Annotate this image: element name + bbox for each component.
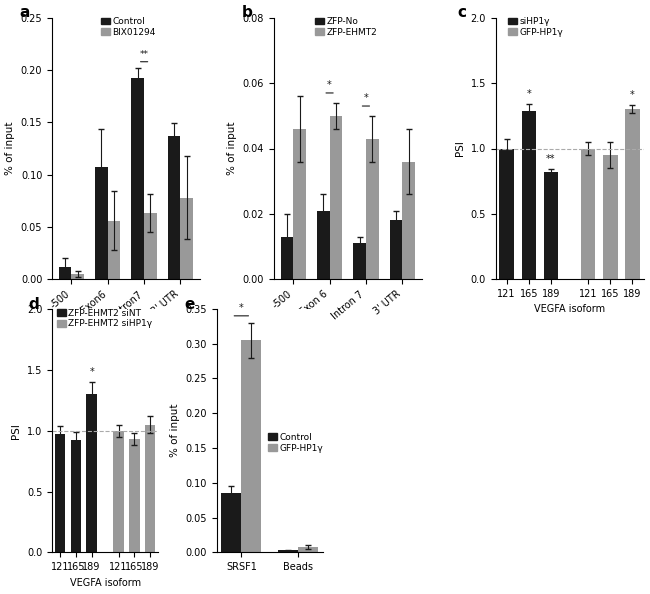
Bar — [222, 493, 241, 552]
Bar — [86, 394, 97, 552]
Bar — [281, 237, 293, 279]
Legend: ZFP-No, ZFP-EHMT2: ZFP-No, ZFP-EHMT2 — [315, 17, 378, 37]
Bar — [241, 340, 261, 552]
Text: a: a — [20, 5, 30, 20]
Bar — [402, 162, 415, 279]
Bar — [72, 274, 84, 279]
Y-axis label: % of input: % of input — [5, 122, 15, 175]
Text: **: ** — [140, 49, 149, 59]
Text: *: * — [327, 80, 332, 90]
Bar — [499, 148, 514, 279]
Bar — [298, 547, 318, 552]
Legend: Control, GFP-HP1γ: Control, GFP-HP1γ — [268, 433, 324, 453]
Legend: ZFP-EHMT2 siNT, ZFP-EHMT2 siHP1γ: ZFP-EHMT2 siNT, ZFP-EHMT2 siHP1γ — [57, 308, 152, 328]
Bar — [317, 211, 330, 279]
Bar — [581, 148, 595, 279]
Bar — [114, 431, 124, 552]
Bar — [71, 440, 81, 552]
Bar — [625, 109, 640, 279]
Y-axis label: % of input: % of input — [227, 122, 237, 175]
Bar — [366, 139, 379, 279]
Bar — [144, 213, 157, 279]
Bar — [293, 129, 306, 279]
Bar — [108, 220, 120, 279]
Legend: Control, BIX01294: Control, BIX01294 — [101, 17, 156, 37]
Bar — [330, 116, 343, 279]
Y-axis label: PSI: PSI — [11, 423, 21, 438]
Text: *: * — [630, 90, 635, 100]
Text: *: * — [526, 89, 531, 99]
Text: c: c — [457, 5, 466, 20]
Bar — [353, 244, 366, 279]
Text: d: d — [29, 296, 40, 312]
Bar — [55, 434, 65, 552]
Legend: siHP1γ, GFP-HP1γ: siHP1γ, GFP-HP1γ — [508, 17, 563, 37]
Bar — [181, 198, 193, 279]
Bar — [145, 425, 155, 552]
Bar — [543, 172, 558, 279]
Text: *: * — [89, 367, 94, 377]
Bar — [131, 78, 144, 279]
Bar — [521, 110, 536, 279]
Text: e: e — [185, 296, 195, 312]
Text: **: ** — [546, 154, 556, 164]
Bar — [603, 155, 618, 279]
Bar — [58, 267, 72, 279]
Y-axis label: % of input: % of input — [170, 404, 180, 457]
Bar — [95, 168, 108, 279]
Text: *: * — [239, 303, 244, 313]
Bar — [389, 220, 402, 279]
Bar — [129, 439, 140, 552]
Text: *: * — [363, 93, 369, 103]
Text: b: b — [241, 5, 252, 20]
X-axis label: VEGFA isoform: VEGFA isoform — [534, 305, 605, 314]
Bar — [168, 136, 181, 279]
Y-axis label: PSI: PSI — [455, 141, 465, 156]
X-axis label: VEGFA isoform: VEGFA isoform — [70, 578, 140, 587]
Bar — [278, 550, 298, 552]
